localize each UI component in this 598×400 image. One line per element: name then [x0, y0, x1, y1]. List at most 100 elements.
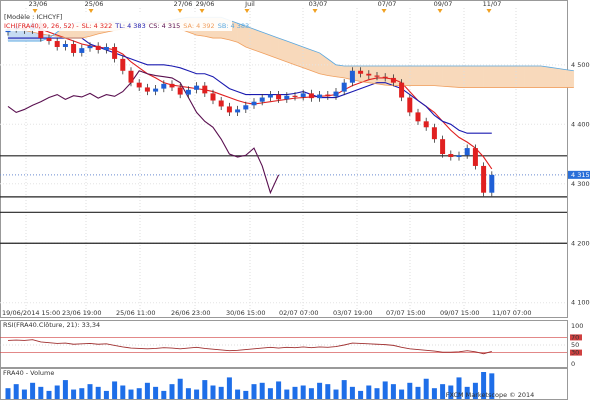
candle-body: [103, 46, 109, 50]
indicator-line: [8, 22, 574, 88]
rsi-tick-tag: [570, 323, 582, 329]
cloud-segment: [524, 65, 534, 88]
volume-bar: [21, 389, 27, 399]
volume-bar: [153, 386, 159, 399]
candle-body: [276, 94, 282, 100]
x-tick-label: 02/07 07:00: [279, 309, 319, 317]
candle-body: [349, 70, 355, 83]
candle-body: [308, 93, 314, 99]
y-tick-label: 4 400: [571, 120, 590, 128]
volume-bar: [333, 389, 339, 399]
candle-body: [136, 82, 142, 88]
x-tick-label: 03/07 19:00: [333, 309, 373, 317]
y-tick-label: 4 300: [571, 180, 590, 188]
volume-bar: [456, 377, 462, 399]
candle-body: [358, 70, 364, 74]
candle-body: [54, 41, 60, 47]
volume-bar: [54, 385, 60, 399]
candle-body: [177, 87, 183, 95]
cloud-segment: [548, 66, 558, 88]
top-date-label: Juil: [244, 0, 255, 8]
cloud-segment: [507, 65, 517, 88]
candle-body: [87, 45, 93, 49]
candle-body: [251, 101, 257, 106]
date-marker: [312, 9, 318, 13]
cloud-segment: [270, 34, 279, 60]
y-tick-label: 4 100: [571, 299, 590, 307]
candle-body: [128, 70, 134, 83]
x-tick-label: 19/06/2014 15:00: [2, 309, 60, 317]
date-marker: [199, 9, 205, 13]
cloud-segment: [253, 28, 263, 54]
volume-bar: [325, 384, 331, 399]
volume-bar: [13, 384, 19, 399]
volume-bar: [177, 378, 183, 399]
cloud-segment: [516, 65, 525, 88]
last-price-tag: [568, 170, 590, 179]
cloud-segment: [475, 65, 484, 88]
candle-body: [120, 58, 126, 71]
candle-body: [399, 82, 405, 98]
cloud-segment: [532, 65, 542, 88]
candle-body: [79, 48, 85, 53]
top-date-label: 11/07: [483, 0, 502, 8]
cloud-segment: [442, 65, 452, 88]
date-marker: [32, 9, 38, 13]
date-marker: [437, 9, 443, 13]
legend-entry: SL: 4 322: [82, 22, 113, 30]
candle-body: [440, 139, 446, 155]
candle-body: [366, 73, 372, 76]
top-date-label: 29/06: [196, 0, 215, 8]
volume-bar: [161, 390, 167, 399]
volume-bar: [5, 388, 11, 399]
candle-body: [46, 38, 52, 42]
volume-bar: [218, 386, 224, 399]
volume-bar: [210, 385, 216, 399]
volume-bar: [382, 381, 388, 399]
candle-body: [259, 97, 265, 102]
candle-body: [194, 85, 200, 90]
candle-body: [456, 155, 462, 158]
volume-bar: [235, 389, 241, 399]
candle-body: [243, 105, 249, 110]
candle-body: [382, 76, 388, 78]
volume-bar: [79, 388, 85, 399]
cloud-segment: [466, 65, 476, 88]
volume-bar: [415, 386, 421, 399]
volume-bar: [489, 373, 495, 399]
candles-layer: [5, 19, 495, 399]
volume-bar: [284, 389, 290, 399]
main-frame: [0, 0, 568, 318]
candle-body: [292, 95, 298, 97]
legend-entry: SA: 4 392: [183, 22, 214, 30]
top-date-label: 25/06: [85, 0, 104, 8]
volume-bar: [87, 384, 93, 399]
legend-entry: CS: 4 315: [149, 22, 181, 30]
x-tick-label: 26/06 23:00: [171, 309, 211, 317]
legend-indicator: ICH(FRA40, 9, 26, 52) -: [4, 22, 79, 30]
rsi-tick-label: 100: [571, 322, 583, 330]
date-marker: [486, 9, 492, 13]
indicator-line: [7, 70, 280, 195]
volume-bar: [112, 381, 118, 399]
volume-bar: [120, 385, 126, 399]
top-date-label: 09/07: [434, 0, 453, 8]
volume-title: FRA40 - Volume: [3, 369, 54, 377]
volume-bar: [349, 386, 355, 399]
volume-bar: [243, 390, 249, 399]
rsi-tick-tag: [570, 342, 582, 348]
candle-body: [144, 87, 150, 92]
cloud-segment: [417, 65, 427, 86]
rsi-tick-label: 30: [571, 349, 579, 357]
cloud-layer: [7, 16, 575, 88]
candle-body: [210, 93, 216, 101]
cloud-segment: [540, 65, 550, 88]
rsi-tick-tag: [570, 349, 582, 356]
candle-body: [153, 88, 159, 92]
candle-body: [374, 75, 380, 77]
candle-body: [415, 112, 421, 122]
candle-body: [464, 148, 470, 156]
candle-body: [218, 100, 224, 107]
volume-bar: [251, 384, 257, 399]
